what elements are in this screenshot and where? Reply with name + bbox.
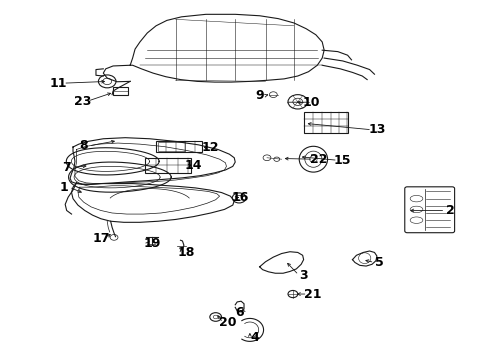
Text: 4: 4 <box>250 331 259 344</box>
Text: 2: 2 <box>446 204 455 217</box>
Text: 1: 1 <box>60 181 69 194</box>
Text: 15: 15 <box>334 154 351 167</box>
Text: 22: 22 <box>310 153 327 166</box>
Text: 16: 16 <box>231 192 249 204</box>
Text: 17: 17 <box>92 231 110 244</box>
Text: 6: 6 <box>235 306 244 319</box>
Text: 20: 20 <box>219 316 237 329</box>
Text: 10: 10 <box>302 96 319 109</box>
Text: 7: 7 <box>62 161 71 174</box>
Text: 3: 3 <box>299 269 308 282</box>
Text: 8: 8 <box>79 139 88 152</box>
Text: 23: 23 <box>74 95 92 108</box>
Text: 9: 9 <box>255 89 264 102</box>
Text: 5: 5 <box>375 256 384 269</box>
Text: 21: 21 <box>304 288 321 301</box>
Text: 14: 14 <box>185 159 202 172</box>
Text: 12: 12 <box>202 141 220 154</box>
Text: 18: 18 <box>178 246 195 259</box>
Text: 13: 13 <box>368 123 386 136</box>
Text: 11: 11 <box>49 77 67 90</box>
Text: 19: 19 <box>144 237 161 250</box>
